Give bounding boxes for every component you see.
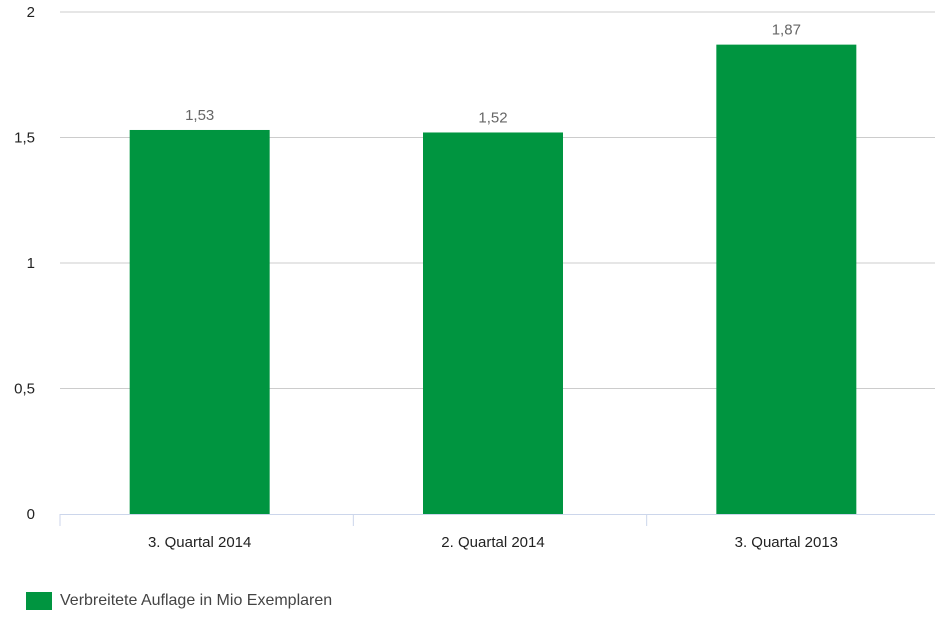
legend-swatch	[26, 592, 52, 610]
data-label: 1,87	[772, 22, 801, 39]
y-tick-label: 1	[27, 255, 35, 272]
y-tick-label: 0	[27, 506, 35, 523]
bar[interactable]	[423, 132, 563, 515]
bar[interactable]	[716, 44, 857, 514]
legend[interactable]: Verbreitete Auflage in Mio Exemplaren	[26, 592, 332, 610]
x-axis	[59, 514, 935, 526]
x-axis-labels: 3. Quartal 2014 2. Quartal 2014 3. Quartal…	[148, 534, 838, 551]
bars	[129, 44, 857, 515]
legend-label: Verbreitete Auflage in Mio Exemplaren	[60, 592, 333, 609]
y-axis-labels: 0 0,5 1 1,5 2	[14, 4, 35, 523]
bar-chart: 00,511,52 3. Quartal 2014 2. Quartal 2014…	[14, 4, 935, 551]
data-labels: 1,53 1,52 1,87	[185, 22, 801, 127]
y-tick-label: 1,5	[14, 130, 35, 147]
data-label: 1,52	[478, 109, 507, 126]
x-category-label: 2. Quartal 2014	[441, 534, 544, 551]
x-category-label: 3. Quartal 2013	[735, 534, 838, 551]
x-category-label: 3. Quartal 2014	[148, 534, 251, 551]
y-tick-label: 0,5	[14, 381, 35, 398]
data-label: 1,53	[185, 107, 214, 124]
bar[interactable]	[129, 129, 270, 514]
y-tick-label: 2	[27, 4, 35, 21]
